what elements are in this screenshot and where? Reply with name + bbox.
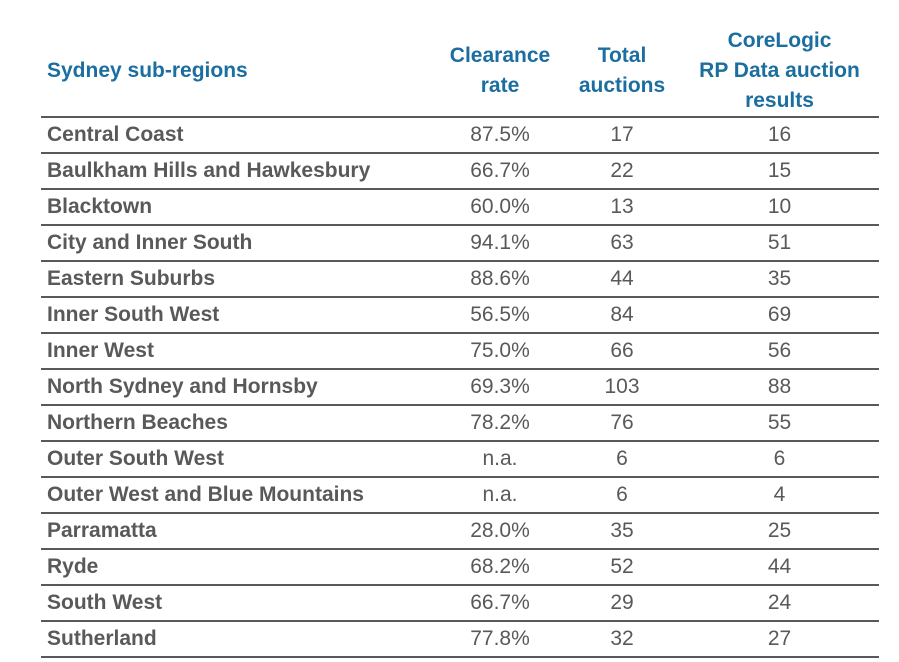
region-cell: Northern Beaches — [41, 405, 436, 442]
clearance-rate-cell: n.a. — [436, 477, 564, 514]
total-auctions-cell: 66 — [564, 333, 680, 370]
table-row: Inner South West 56.5% 84 69 — [41, 297, 879, 334]
clearance-rate-cell: 94.1% — [436, 225, 564, 262]
rp-data-results-cell: 25 — [680, 513, 879, 550]
auction-results-table-container: Sydney sub-regions Clearance rate Total … — [41, 26, 879, 658]
table-row: City and Inner South 94.1% 63 51 — [41, 225, 879, 262]
table-row: Sutherland 77.8% 32 27 — [41, 621, 879, 658]
region-cell: Sutherland — [41, 621, 436, 658]
table-row: Inner West 75.0% 66 56 — [41, 333, 879, 370]
table-body: Central Coast 87.5% 17 16 Baulkham Hills and… — [41, 117, 879, 658]
header-rp-line-3: results — [745, 89, 814, 112]
rp-data-results-cell: 27 — [680, 621, 879, 658]
clearance-rate-cell: 88.6% — [436, 261, 564, 298]
clearance-rate-cell: 66.7% — [436, 153, 564, 190]
rp-data-results-cell: 55 — [680, 405, 879, 442]
auction-results-table: Sydney sub-regions Clearance rate Total … — [41, 26, 879, 658]
header-clearance-line-1: Clearance — [449, 44, 551, 67]
rp-data-results-cell: 69 — [680, 297, 879, 334]
total-auctions-cell: 6 — [564, 477, 680, 514]
rp-data-results-cell: 4 — [680, 477, 879, 514]
header-total-auctions: Total auctions — [564, 26, 680, 118]
total-auctions-cell: 6 — [564, 441, 680, 478]
rp-data-results-cell: 24 — [680, 585, 879, 622]
total-auctions-cell: 13 — [564, 189, 680, 226]
table-row: North Sydney and Hornsby 69.3% 103 88 — [41, 369, 879, 406]
region-cell: Blacktown — [41, 189, 436, 226]
table-row: South West 66.7% 29 24 — [41, 585, 879, 622]
header-rp-line-2: RP Data auction — [699, 59, 860, 82]
clearance-rate-cell: 60.0% — [436, 189, 564, 226]
clearance-rate-cell: 87.5% — [436, 117, 564, 154]
clearance-rate-cell: 77.8% — [436, 621, 564, 658]
region-cell: Ryde — [41, 549, 436, 586]
header-sydney-sub-regions: Sydney sub-regions — [41, 26, 436, 118]
table-row: Central Coast 87.5% 17 16 — [41, 117, 879, 154]
rp-data-results-cell: 51 — [680, 225, 879, 262]
total-auctions-cell: 76 — [564, 405, 680, 442]
table-header: Sydney sub-regions Clearance rate Total … — [41, 26, 879, 118]
table-row: Baulkham Hills and Hawkesbury 66.7% 22 15 — [41, 153, 879, 190]
clearance-rate-cell: n.a. — [436, 441, 564, 478]
header-rp-line-1: CoreLogic — [727, 29, 832, 52]
region-cell: Baulkham Hills and Hawkesbury — [41, 153, 436, 190]
total-auctions-cell: 52 — [564, 549, 680, 586]
table-row: Ryde 68.2% 52 44 — [41, 549, 879, 586]
table-row: Eastern Suburbs 88.6% 44 35 — [41, 261, 879, 298]
header-total-line-1: Total — [597, 44, 647, 67]
region-cell: City and Inner South — [41, 225, 436, 262]
rp-data-results-cell: 10 — [680, 189, 879, 226]
table-row: Parramatta 28.0% 35 25 — [41, 513, 879, 550]
region-cell: North Sydney and Hornsby — [41, 369, 436, 406]
header-row: Sydney sub-regions Clearance rate Total … — [41, 26, 879, 118]
total-auctions-cell: 29 — [564, 585, 680, 622]
total-auctions-cell: 17 — [564, 117, 680, 154]
rp-data-results-cell: 56 — [680, 333, 879, 370]
clearance-rate-cell: 75.0% — [436, 333, 564, 370]
table-row: Blacktown 60.0% 13 10 — [41, 189, 879, 226]
region-cell: Inner South West — [41, 297, 436, 334]
total-auctions-cell: 35 — [564, 513, 680, 550]
region-cell: Inner West — [41, 333, 436, 370]
header-total-line-2: auctions — [578, 74, 666, 97]
table-row: Northern Beaches 78.2% 76 55 — [41, 405, 879, 442]
clearance-rate-cell: 78.2% — [436, 405, 564, 442]
header-clearance-line-2: rate — [480, 74, 520, 97]
table-row: Outer South West n.a. 6 6 — [41, 441, 879, 478]
total-auctions-cell: 84 — [564, 297, 680, 334]
rp-data-results-cell: 88 — [680, 369, 879, 406]
total-auctions-cell: 32 — [564, 621, 680, 658]
total-auctions-cell: 44 — [564, 261, 680, 298]
total-auctions-cell: 103 — [564, 369, 680, 406]
region-cell: Outer South West — [41, 441, 436, 478]
rp-data-results-cell: 16 — [680, 117, 879, 154]
clearance-rate-cell: 56.5% — [436, 297, 564, 334]
region-cell: Central Coast — [41, 117, 436, 154]
clearance-rate-cell: 68.2% — [436, 549, 564, 586]
rp-data-results-cell: 35 — [680, 261, 879, 298]
header-clearance-rate: Clearance rate — [436, 26, 564, 118]
rp-data-results-cell: 15 — [680, 153, 879, 190]
clearance-rate-cell: 28.0% — [436, 513, 564, 550]
region-cell: South West — [41, 585, 436, 622]
clearance-rate-cell: 69.3% — [436, 369, 564, 406]
region-cell: Outer West and Blue Mountains — [41, 477, 436, 514]
rp-data-results-cell: 44 — [680, 549, 879, 586]
total-auctions-cell: 22 — [564, 153, 680, 190]
region-cell: Parramatta — [41, 513, 436, 550]
region-cell: Eastern Suburbs — [41, 261, 436, 298]
total-auctions-cell: 63 — [564, 225, 680, 262]
rp-data-results-cell: 6 — [680, 441, 879, 478]
table-row: Outer West and Blue Mountains n.a. 6 4 — [41, 477, 879, 514]
clearance-rate-cell: 66.7% — [436, 585, 564, 622]
header-corelogic-results: CoreLogic RP Data auction results — [680, 26, 879, 118]
